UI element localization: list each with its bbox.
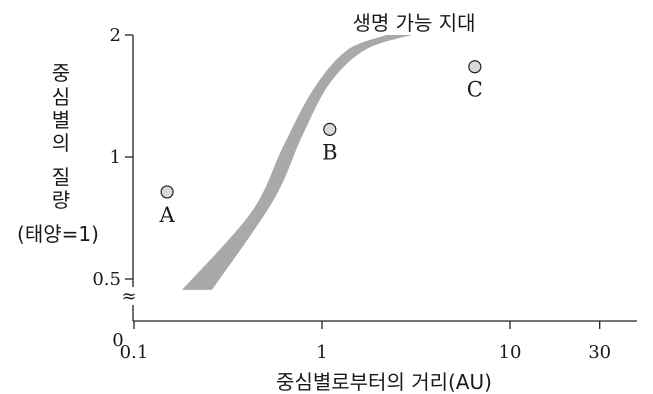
data-point-label: C: [467, 78, 483, 102]
data-point-b: [323, 122, 337, 136]
y-tick-label: 2: [110, 25, 121, 46]
y-axis-unit-label: (태양=1): [17, 222, 99, 246]
data-point-a: [160, 185, 174, 199]
y-axis-label-char: 중: [52, 61, 70, 85]
y-axis-label-char: 심: [52, 85, 70, 109]
axis-break-symbol: ≈: [121, 286, 136, 307]
y-axis-label-char: 질: [52, 165, 70, 189]
habitable-zone-label: 생명 가능 지대: [352, 11, 475, 35]
data-point-label: B: [322, 140, 337, 164]
x-tick-label: 0.1: [120, 342, 149, 363]
x-origin-label: 0: [112, 330, 123, 351]
x-tick-label: 10: [499, 342, 522, 363]
axes: ≈ 0: [112, 35, 637, 351]
data-points: A B C: [159, 60, 483, 227]
y-axis-label-char: 량: [52, 188, 70, 212]
x-ticks: 0.1 1 10 30: [120, 321, 611, 363]
data-point-c: [468, 60, 482, 74]
x-tick-label: 30: [588, 342, 611, 363]
y-axis-label-char: 의: [52, 131, 70, 155]
habitable-zone-band: [182, 35, 412, 290]
data-point-label: A: [159, 203, 176, 227]
y-ticks: 0.5 1 2: [92, 25, 133, 290]
y-tick-label: 0.5: [92, 269, 121, 290]
y-tick-label: 1: [110, 147, 121, 168]
y-axis-label-char: 별: [52, 108, 70, 132]
x-axis-label: 중심별로부터의 거리(AU): [276, 370, 492, 394]
x-tick-label: 1: [316, 342, 327, 363]
